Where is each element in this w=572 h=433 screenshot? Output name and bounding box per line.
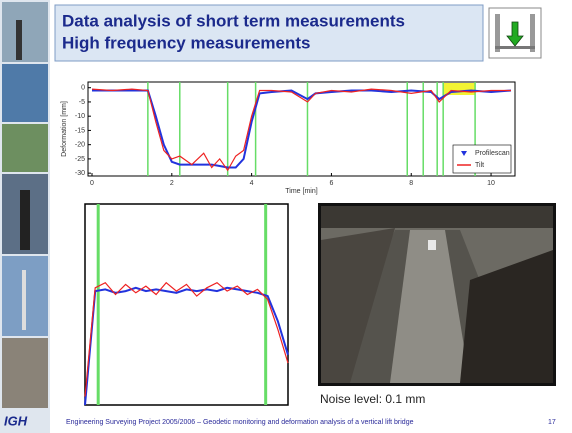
y-tick-label: -30 [75, 170, 85, 177]
bridge-icon [488, 7, 542, 59]
legend-label: Profilescan [475, 150, 510, 157]
data-line [91, 88, 511, 172]
noise-label: Noise level: 0.1 mm [320, 392, 425, 406]
y-tick-label: -15 [75, 127, 85, 134]
x-tick-label: 6 [329, 180, 333, 187]
title-line: Data analysis of short term measurements [62, 11, 405, 30]
footer: Engineering Surveying Project 2005/2006 … [66, 419, 414, 426]
page-number: 17 [548, 419, 556, 426]
y-tick-label: -10 [75, 113, 85, 120]
x-tick-label: 10 [487, 180, 495, 187]
plot-area [84, 203, 289, 406]
bridge-photo [318, 203, 556, 386]
y-tick-label: -5 [79, 99, 85, 106]
y-tick-label: -20 [75, 142, 85, 149]
y-tick-label: -25 [75, 156, 85, 163]
data-line [92, 89, 512, 169]
x-tick-label: 2 [170, 180, 174, 187]
data-line [84, 286, 289, 406]
photo-strip [0, 0, 50, 433]
legend-label: Tilt [475, 162, 484, 169]
legend-marker [461, 151, 467, 156]
data-line [84, 281, 289, 397]
title-line: High frequency measurements [62, 33, 310, 52]
logo: IGH [4, 413, 28, 428]
y-tick-label: 0 [81, 85, 85, 92]
legend-box [452, 144, 512, 174]
y-axis-label: Deformation [mm] [61, 101, 68, 157]
title-box [54, 4, 484, 62]
x-tick-label: 4 [250, 180, 254, 187]
x-tick-label: 0 [90, 180, 94, 187]
x-tick-label: 8 [409, 180, 413, 187]
x-axis-label: Time [min] [285, 188, 317, 195]
